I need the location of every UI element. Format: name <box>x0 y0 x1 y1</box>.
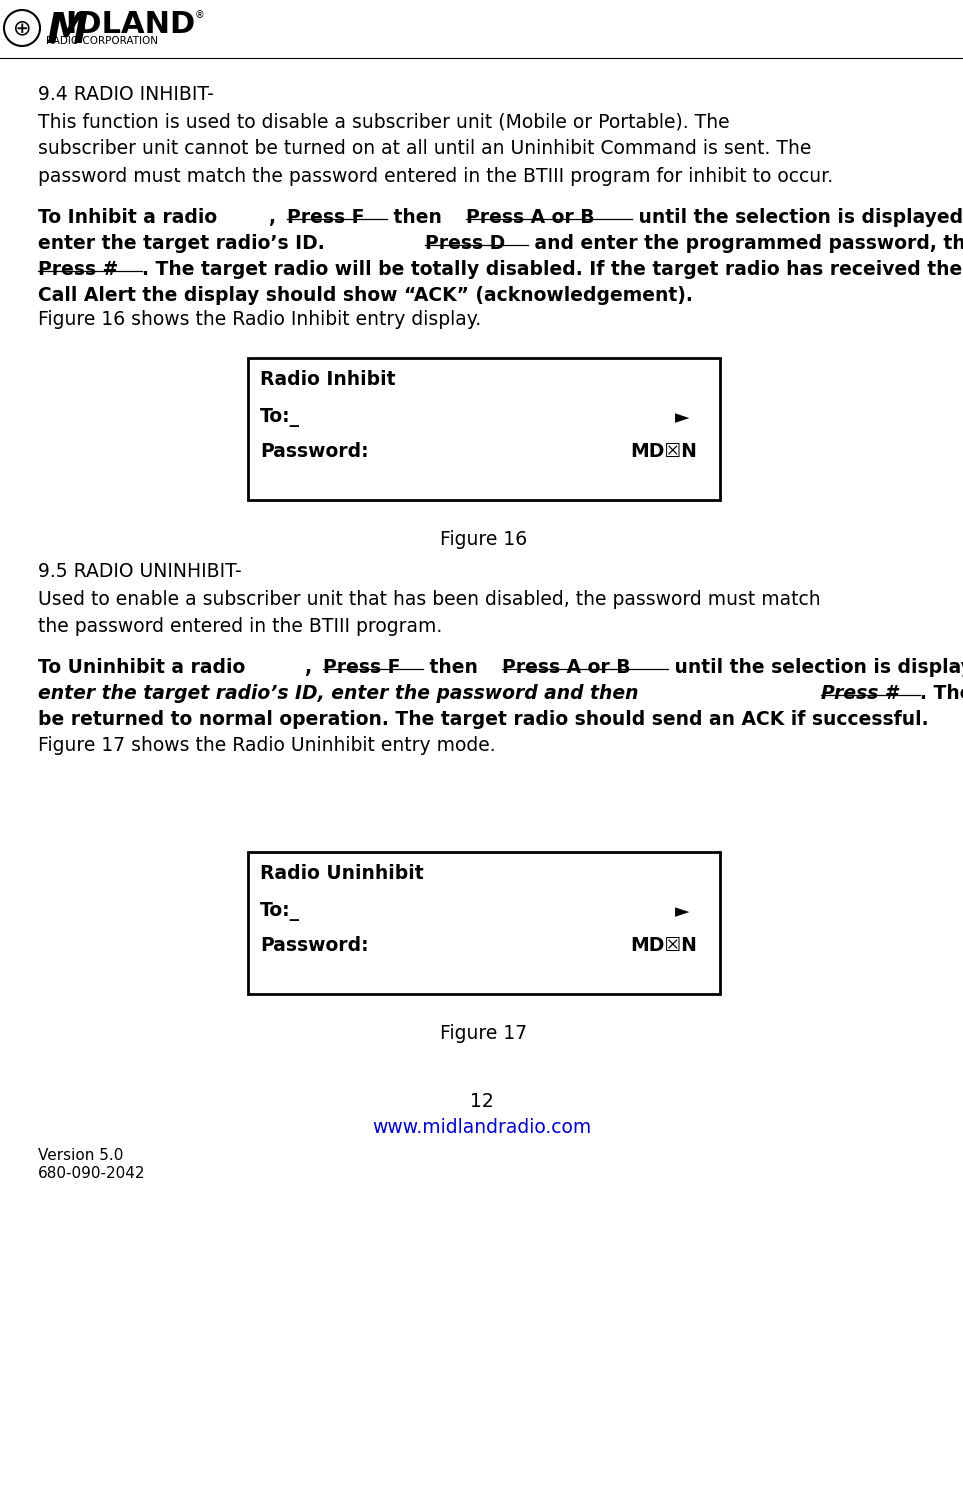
Text: Figure 16 shows the Radio Inhibit entry display.: Figure 16 shows the Radio Inhibit entry … <box>38 310 482 330</box>
Text: To:_: To:_ <box>260 903 300 921</box>
Text: Press #: Press # <box>821 683 898 703</box>
Text: Press #: Press # <box>38 260 118 279</box>
Text: enter the target radio’s ID.: enter the target radio’s ID. <box>38 234 338 254</box>
Text: ,: , <box>269 207 282 227</box>
Text: . The target radio will: . The target radio will <box>921 683 963 703</box>
Text: Radio Uninhibit: Radio Uninhibit <box>260 864 424 883</box>
Text: To:_: To:_ <box>260 407 300 427</box>
Text: Figure 17: Figure 17 <box>440 1024 528 1043</box>
Text: 9.5 RADIO UNINHIBIT-: 9.5 RADIO UNINHIBIT- <box>38 562 242 580</box>
Text: To Uninhibit a radio: To Uninhibit a radio <box>38 658 246 677</box>
Text: Press A or B: Press A or B <box>502 658 631 677</box>
Text: MD☒N: MD☒N <box>630 442 697 461</box>
Text: Call Alert the display should show “ACK” (acknowledgement).: Call Alert the display should show “ACK”… <box>38 286 692 304</box>
Text: ⊕: ⊕ <box>13 18 32 37</box>
Text: www.midlandradio.com: www.midlandradio.com <box>372 1118 591 1137</box>
Text: Press F: Press F <box>287 207 364 227</box>
Text: then: then <box>386 207 448 227</box>
Text: 9.4 RADIO INHIBIT-: 9.4 RADIO INHIBIT- <box>38 85 214 104</box>
Text: enter the target radio’s ID, enter the password and then: enter the target radio’s ID, enter the p… <box>38 683 645 703</box>
Text: IDLAND: IDLAND <box>65 10 195 39</box>
Text: 680-090-2042: 680-090-2042 <box>38 1167 145 1182</box>
Text: Press D: Press D <box>425 234 505 254</box>
Text: Press A or B: Press A or B <box>466 207 594 227</box>
Text: Press F: Press F <box>323 658 401 677</box>
Text: . The target radio will be totally disabled. If the target radio has received th: . The target radio will be totally disab… <box>142 260 962 279</box>
Text: ,: , <box>305 658 319 677</box>
Text: and enter the programmed password, then: and enter the programmed password, then <box>529 234 963 254</box>
Text: Used to enable a subscriber unit that has been disabled, the password must match: Used to enable a subscriber unit that ha… <box>38 589 820 636</box>
Text: ►: ► <box>675 407 690 427</box>
Text: be returned to normal operation. The target radio should send an ACK if successf: be returned to normal operation. The tar… <box>38 710 928 730</box>
Text: To Inhibit a radio: To Inhibit a radio <box>38 207 217 227</box>
Text: Figure 16: Figure 16 <box>440 530 528 549</box>
Text: Radio Inhibit: Radio Inhibit <box>260 370 396 389</box>
Text: Figure 17 shows the Radio Uninhibit entry mode.: Figure 17 shows the Radio Uninhibit entr… <box>38 736 496 755</box>
Bar <box>248 852 720 994</box>
Text: MD☒N: MD☒N <box>630 935 697 955</box>
Text: Version 5.0: Version 5.0 <box>38 1147 123 1162</box>
Bar <box>248 358 720 500</box>
Text: Password:: Password: <box>260 442 369 461</box>
Text: until the selection is displayed then: until the selection is displayed then <box>632 207 963 227</box>
Text: M: M <box>46 10 88 52</box>
Text: RADIO CORPORATION: RADIO CORPORATION <box>46 36 158 46</box>
Text: 12: 12 <box>470 1092 493 1112</box>
Text: ®: ® <box>195 10 205 19</box>
Text: Password:: Password: <box>260 935 369 955</box>
Text: ►: ► <box>675 903 690 921</box>
Text: until the selection is displayed and: until the selection is displayed and <box>668 658 963 677</box>
Text: This function is used to disable a subscriber unit (Mobile or Portable). The
sub: This function is used to disable a subsc… <box>38 112 833 185</box>
Text: then: then <box>423 658 484 677</box>
